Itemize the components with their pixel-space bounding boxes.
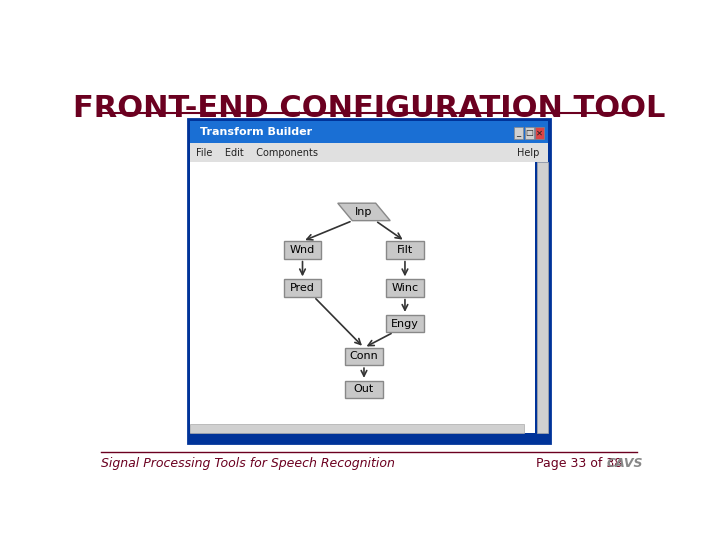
FancyBboxPatch shape — [190, 144, 548, 162]
Text: Page 33 of 38: Page 33 of 38 — [536, 457, 623, 470]
FancyBboxPatch shape — [535, 127, 544, 139]
FancyBboxPatch shape — [190, 424, 523, 433]
Text: _: _ — [516, 129, 521, 137]
FancyBboxPatch shape — [525, 127, 534, 139]
Text: ✕: ✕ — [536, 129, 544, 137]
Text: Help: Help — [517, 148, 539, 158]
Text: Filt: Filt — [397, 245, 413, 255]
Text: Out: Out — [354, 384, 374, 394]
Text: Engy: Engy — [391, 319, 419, 328]
FancyBboxPatch shape — [284, 241, 322, 259]
Text: □: □ — [525, 129, 533, 137]
FancyBboxPatch shape — [386, 279, 424, 297]
Text: Wnd: Wnd — [290, 245, 315, 255]
FancyBboxPatch shape — [190, 162, 535, 433]
Polygon shape — [338, 203, 390, 221]
Text: Inp: Inp — [355, 207, 373, 217]
FancyBboxPatch shape — [345, 348, 383, 365]
Text: File    Edit    Components: File Edit Components — [196, 148, 318, 158]
Text: Conn: Conn — [350, 352, 378, 361]
FancyBboxPatch shape — [386, 315, 424, 332]
Text: Signal Processing Tools for Speech Recognition: Signal Processing Tools for Speech Recog… — [101, 457, 395, 470]
Text: CAVS: CAVS — [606, 457, 643, 470]
FancyBboxPatch shape — [188, 119, 550, 443]
FancyBboxPatch shape — [514, 127, 523, 139]
FancyBboxPatch shape — [345, 381, 383, 398]
Text: Transform Builder: Transform Builder — [200, 127, 312, 137]
FancyBboxPatch shape — [190, 120, 548, 144]
FancyBboxPatch shape — [537, 162, 548, 433]
FancyBboxPatch shape — [284, 279, 322, 297]
FancyBboxPatch shape — [386, 241, 424, 259]
Text: FRONT-END CONFIGURATION TOOL: FRONT-END CONFIGURATION TOOL — [73, 94, 665, 123]
Text: Pred: Pred — [290, 283, 315, 293]
Text: Winc: Winc — [392, 283, 418, 293]
